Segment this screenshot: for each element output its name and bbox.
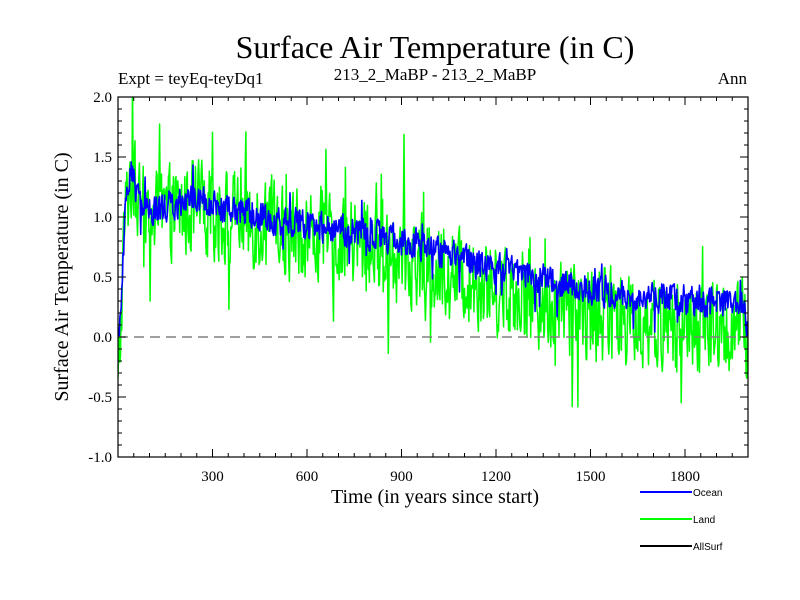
x-tick-label: 600 [296, 469, 319, 485]
axes-layer: 300 600 900 1200 1500 1800 -1.0 -0.5 0.0 0.5 1.0 1.… [88, 90, 749, 485]
y-tick-label: 2.0 [93, 90, 112, 106]
series-line-ocean [118, 161, 748, 338]
x-tick-label: 900 [390, 469, 413, 485]
y-tick-label: 1.0 [93, 210, 112, 226]
legend-label-allsurf: AllSurf [693, 542, 723, 553]
x-tick-label: 1800 [670, 469, 700, 485]
legend: Ocean Land AllSurf [640, 488, 723, 553]
plot-data-layer [118, 97, 748, 408]
x-axis-label: Time (in years since start) [331, 486, 539, 508]
legend-label-land: Land [693, 515, 715, 526]
chart-subtitle-left: Expt = teyEq-teyDq1 [118, 69, 264, 88]
series-group [118, 97, 748, 408]
chart-subtitle-right: Ann [718, 69, 748, 88]
y-tick-label: 0.5 [93, 270, 112, 286]
x-tick-label: 1500 [576, 469, 606, 485]
chart-subtitle-center: 213_2_MaBP - 213_2_MaBP [334, 65, 536, 84]
chart-title: Surface Air Temperature (in C) [236, 29, 635, 65]
y-tick-label: -0.5 [88, 390, 112, 406]
y-tick-label: 1.5 [93, 150, 112, 166]
series-line-land [118, 97, 748, 408]
y-tick-label: -1.0 [88, 450, 112, 466]
y-axis-label: Surface Air Temperature (in C) [51, 152, 73, 401]
legend-label-ocean: Ocean [693, 488, 722, 499]
x-tick-label: 300 [201, 469, 224, 485]
y-tick-label: 0.0 [93, 330, 112, 346]
x-tick-label: 1200 [481, 469, 511, 485]
